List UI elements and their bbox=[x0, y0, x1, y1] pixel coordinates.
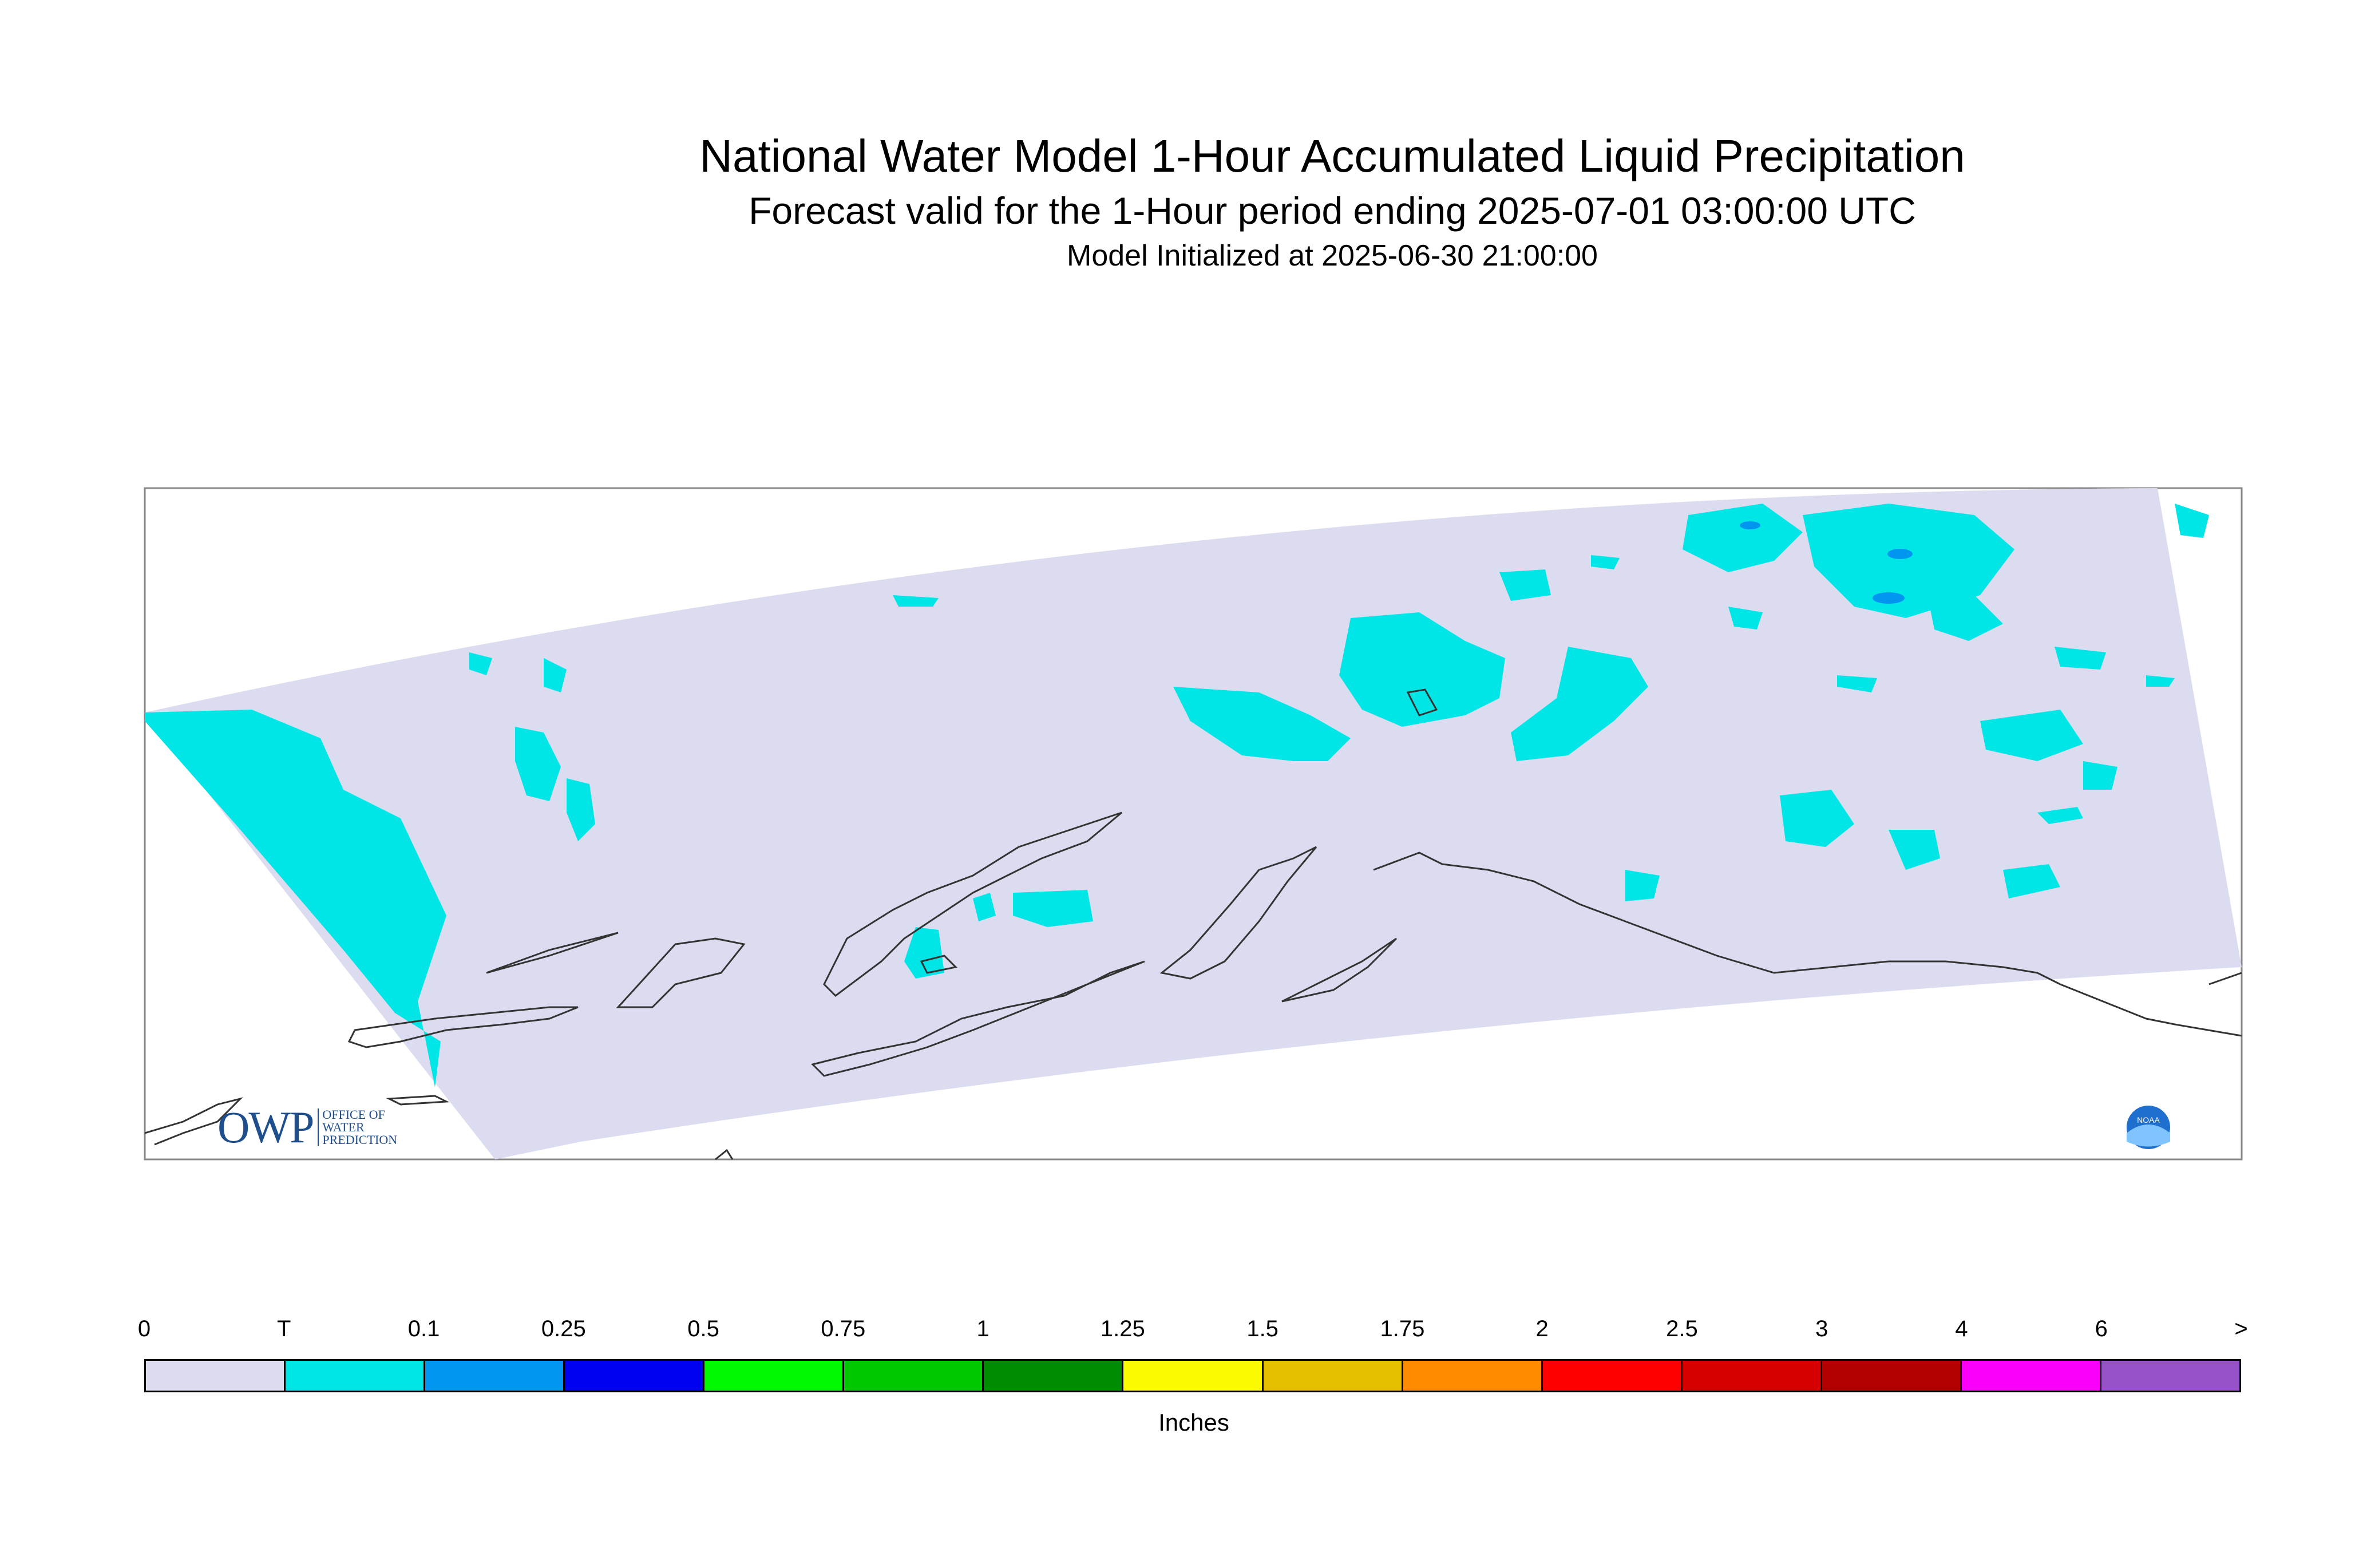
colorbar-cell bbox=[2101, 1361, 2239, 1391]
colorbar-units: Inches bbox=[1158, 1409, 1229, 1436]
colorbar bbox=[144, 1359, 2241, 1392]
colorbar-tick-label: 1.25 bbox=[1100, 1316, 1145, 1341]
colorbar-cell bbox=[1403, 1361, 1543, 1391]
colorbar-labels: 0 T 0.1 0.25 0.5 0.75 1 1.25 1.5 1.75 2 2.5 3 4 6 > bbox=[138, 1316, 2248, 1351]
colorbar-tick-label: 3 bbox=[1815, 1316, 1828, 1341]
noaa-logo-icon: NOAA bbox=[2124, 1103, 2172, 1151]
noaa-logo-text: NOAA bbox=[2137, 1115, 2160, 1124]
colorbar-tick-label: 4 bbox=[1955, 1316, 1968, 1341]
colorbar-cell bbox=[1822, 1361, 1962, 1391]
owp-logo-text: OWP bbox=[217, 1102, 314, 1152]
light-precip-areas bbox=[1740, 521, 1913, 604]
coastlines bbox=[144, 688, 2242, 1161]
colorbar-cell bbox=[1263, 1361, 1403, 1391]
colorbar-cell bbox=[565, 1361, 705, 1391]
colorbar-tick-label: 0.25 bbox=[541, 1316, 586, 1341]
colorbar-tick-label: 1 bbox=[976, 1316, 989, 1341]
colorbar-cell bbox=[286, 1361, 426, 1391]
map-title: National Water Model 1-Hour Accumulated … bbox=[699, 130, 1965, 181]
colorbar-tick-label: 2 bbox=[1535, 1316, 1549, 1341]
colorbar-cell bbox=[425, 1361, 565, 1391]
colorbar-tick-label: 0.75 bbox=[821, 1316, 866, 1341]
colorbar-tick-label: > bbox=[2234, 1316, 2248, 1341]
colorbar-cell bbox=[704, 1361, 845, 1391]
colorbar-tick-label: 0 bbox=[137, 1316, 151, 1341]
colorbar-tick-label: T bbox=[277, 1316, 291, 1341]
colorbar-cell bbox=[1961, 1361, 2101, 1391]
map-frame bbox=[144, 487, 2243, 1161]
colorbar-cell bbox=[1682, 1361, 1822, 1391]
colorbar-cell bbox=[1542, 1361, 1683, 1391]
trace-precip-areas bbox=[145, 504, 2209, 1087]
owp-logo-subtext: OFFICE OF WATER PREDICTION bbox=[318, 1108, 397, 1146]
colorbar-cell bbox=[146, 1361, 286, 1391]
colorbar-cell bbox=[844, 1361, 984, 1391]
colorbar-tick-label: 2.5 bbox=[1666, 1316, 1698, 1341]
colorbar-tick-label: 0.5 bbox=[687, 1316, 719, 1341]
colorbar-cell bbox=[1123, 1361, 1264, 1391]
owp-logo: OWP OFFICE OF WATER PREDICTION bbox=[217, 1102, 397, 1152]
colorbar-tick-label: 0.1 bbox=[407, 1316, 440, 1341]
colorbar-cell bbox=[984, 1361, 1124, 1391]
map-subtitle: Forecast valid for the 1-Hour period end… bbox=[749, 189, 1916, 232]
colorbar-tick-label: 1.5 bbox=[1246, 1316, 1278, 1341]
model-init-text: Model Initialized at 2025-06-30 21:00:00 bbox=[1067, 239, 1598, 272]
colorbar-tick-label: 1.75 bbox=[1380, 1316, 1425, 1341]
colorbar-tick-label: 6 bbox=[2095, 1316, 2108, 1341]
